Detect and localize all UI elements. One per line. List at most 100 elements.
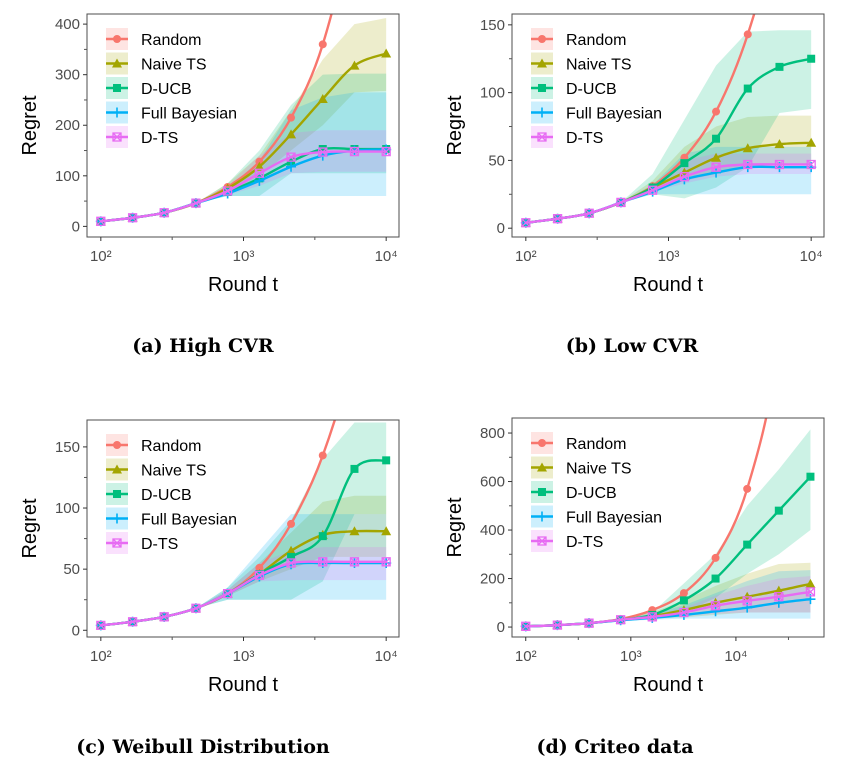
subfigure-caption: (a) High CVR: [132, 335, 274, 357]
confidence-band-d-ucb: [525, 429, 811, 627]
y-tick-label: 400: [55, 16, 80, 33]
data-point-naive-ts: [286, 129, 297, 139]
legend-label: Random: [566, 436, 626, 453]
series-line-d-ts: [100, 560, 387, 627]
data-point-d-ts: [254, 570, 265, 580]
data-point-d-ucb: [743, 540, 752, 549]
x-axis-label: Round t: [633, 274, 703, 296]
data-point-full-bayesian: [286, 161, 297, 172]
legend-label: D-UCB: [141, 487, 192, 504]
data-point-d-ts: [381, 557, 391, 567]
y-axis-label: Regret: [444, 497, 466, 557]
data-point-full-bayesian: [710, 606, 721, 617]
chart-panel-3: 0 50 100 150 10² 10³ 10⁴ Round t Regret Random Nai…: [19, 419, 400, 758]
y-axis-label: Regret: [19, 95, 41, 155]
legend-key-marker: [537, 107, 547, 118]
legend-item: Full Bayesian: [106, 507, 237, 530]
y-tick-label: 600: [480, 474, 505, 491]
legend-item: Random: [106, 434, 201, 456]
x-tick-label: 10³: [658, 248, 680, 265]
data-point-random: [679, 589, 688, 598]
legend-label: Full Bayesian: [566, 510, 662, 527]
x-tick-label: 10²: [90, 248, 112, 265]
legend-item: D-UCB: [106, 483, 192, 505]
legend-label: Random: [141, 438, 201, 455]
legend-item: Naive TS: [531, 456, 632, 479]
data-point-d-ts: [616, 197, 626, 208]
data-point-d-ucb: [774, 506, 783, 515]
data-point-full-bayesian: [711, 167, 722, 178]
data-point-d-ts: [96, 620, 106, 631]
y-axis-label: Regret: [19, 498, 41, 558]
data-point-full-bayesian: [773, 597, 784, 608]
legend-item: D-UCB: [531, 481, 617, 503]
data-point-d-ucb: [807, 54, 816, 63]
data-point-d-ts: [127, 213, 138, 223]
x-tick-label: 10³: [620, 648, 642, 665]
confidence-band-d-ucb: [100, 422, 387, 626]
legend-item: Full Bayesian: [531, 101, 662, 124]
data-point-d-ts: [222, 186, 233, 196]
x-tick-label: 10²: [515, 248, 537, 265]
data-point-d-ts: [286, 558, 296, 568]
legend-item: D-UCB: [106, 77, 192, 99]
y-tick-label: 200: [480, 571, 505, 588]
legend-item: D-UCB: [531, 77, 617, 99]
data-point-naive-ts: [381, 526, 392, 536]
subfigure-caption: (b) Low CVR: [566, 335, 699, 357]
legend-key-marker: [538, 488, 546, 496]
data-point-d-ts: [96, 216, 106, 226]
confidence-band-naive-ts: [525, 115, 812, 223]
data-point-d-ts: [679, 607, 689, 618]
y-tick-label: 50: [63, 561, 80, 578]
y-tick-label: 150: [480, 17, 505, 34]
data-point-naive-ts: [806, 137, 817, 147]
y-tick-label: 100: [480, 85, 505, 102]
data-point-d-ts: [381, 146, 391, 157]
data-point-d-ts: [774, 592, 784, 602]
legend-label: D-UCB: [566, 485, 617, 502]
confidence-band-d-ucb: [525, 30, 812, 223]
legend-key-marker: [537, 462, 547, 472]
data-point-d-ts: [805, 587, 816, 597]
data-point-d-ts: [584, 618, 594, 628]
chart-panel-2: 0 50 100 150 10² 10³ 10⁴ Round t Regret Random Nai…: [444, 13, 825, 357]
data-point-d-ts: [806, 159, 816, 170]
x-tick-label: 10⁴: [724, 648, 747, 665]
legend-item: D-TS: [531, 530, 603, 552]
legend-key-marker: [113, 490, 121, 498]
legend-item: Full Bayesian: [531, 505, 662, 528]
plot-area: [95, 420, 392, 631]
plot-area: [520, 14, 817, 228]
data-point-d-ts: [318, 557, 328, 567]
data-point-naive-ts: [254, 161, 265, 171]
y-tick-label: 50: [488, 152, 505, 169]
data-point-d-ts: [742, 596, 752, 606]
legend-label: D-TS: [566, 130, 603, 147]
data-point-d-ts: [349, 557, 360, 567]
data-point-d-ts: [191, 603, 201, 613]
confidence-band-naive-ts: [525, 562, 811, 627]
legend-label: Naive TS: [566, 57, 632, 74]
legend-key-marker: [113, 35, 121, 43]
data-point-random: [287, 519, 296, 528]
data-point-full-bayesian: [381, 144, 392, 155]
y-tick-label: 150: [55, 439, 80, 456]
data-point-d-ts: [318, 147, 328, 157]
x-tick-label: 10⁴: [375, 248, 398, 265]
x-tick-label: 10²: [515, 648, 537, 665]
legend-label: Naive TS: [141, 463, 207, 480]
legend-key-marker: [537, 58, 547, 68]
data-point-naive-ts: [286, 545, 297, 555]
series-line-d-ts: [525, 590, 811, 628]
data-point-d-ts: [254, 168, 265, 178]
legend-label: D-TS: [566, 534, 603, 551]
data-point-d-ts: [521, 218, 531, 228]
legend-key-marker: [113, 84, 121, 92]
legend-label: D-UCB: [141, 81, 192, 98]
confidence-band-naive-ts: [100, 18, 387, 222]
legend-key-marker: [113, 441, 121, 449]
y-tick-label: 300: [55, 67, 80, 84]
confidence-band-full-bayesian: [100, 514, 387, 626]
data-point-d-ts: [127, 617, 138, 627]
